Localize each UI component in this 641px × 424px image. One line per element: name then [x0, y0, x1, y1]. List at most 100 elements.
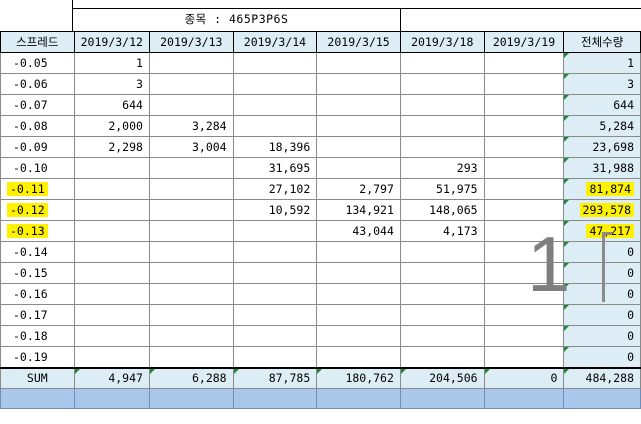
quantity-cell[interactable]: [148, 304, 234, 326]
quantity-cell[interactable]: [399, 346, 485, 368]
quantity-cell[interactable]: [399, 325, 485, 347]
quantity-cell[interactable]: 2,797: [316, 178, 401, 200]
sum-label[interactable]: SUM: [0, 366, 75, 389]
quantity-cell[interactable]: [399, 304, 485, 326]
quantity-cell[interactable]: [399, 136, 485, 158]
quantity-cell[interactable]: [399, 73, 485, 95]
quantity-cell[interactable]: [483, 136, 565, 158]
header-spread[interactable]: 스프레드: [0, 31, 75, 53]
sum-cell[interactable]: 6,288: [148, 366, 234, 389]
header-date-4[interactable]: 2019/3/15: [316, 31, 401, 53]
quantity-cell[interactable]: [148, 199, 234, 221]
quantity-cell[interactable]: [73, 304, 150, 326]
title-row-right-cell[interactable]: [401, 8, 641, 31]
quantity-cell[interactable]: [73, 199, 150, 221]
total-cell[interactable]: 3: [563, 73, 641, 95]
quantity-cell[interactable]: [483, 94, 565, 116]
blank-cell[interactable]: [399, 388, 485, 409]
quantity-cell[interactable]: 293: [399, 157, 485, 179]
quantity-cell[interactable]: [483, 73, 565, 95]
quantity-cell[interactable]: [483, 346, 565, 368]
quantity-cell[interactable]: [483, 325, 565, 347]
sum-cell[interactable]: 4,947: [73, 366, 150, 389]
sum-cell[interactable]: 0: [483, 366, 565, 389]
quantity-cell[interactable]: [316, 304, 401, 326]
quantity-cell[interactable]: [73, 178, 150, 200]
quantity-cell[interactable]: [73, 325, 150, 347]
sheet-title[interactable]: 종목 : 465P3P6S: [73, 8, 401, 31]
blank-cell[interactable]: [148, 388, 234, 409]
quantity-cell[interactable]: [316, 94, 401, 116]
quantity-cell[interactable]: [232, 325, 318, 347]
quantity-cell[interactable]: [232, 220, 318, 242]
blank-cell[interactable]: [0, 388, 75, 409]
total-cell[interactable]: 644: [563, 94, 641, 116]
quantity-cell[interactable]: 1: [73, 52, 150, 74]
quantity-cell[interactable]: [483, 178, 565, 200]
quantity-cell[interactable]: [483, 241, 565, 263]
header-date-2[interactable]: 2019/3/13: [148, 31, 234, 53]
quantity-cell[interactable]: [148, 178, 234, 200]
spread-cell[interactable]: -0.17: [0, 304, 75, 326]
spread-cell[interactable]: -0.14: [0, 241, 75, 263]
quantity-cell[interactable]: [316, 241, 401, 263]
quantity-cell[interactable]: 27,102: [232, 178, 318, 200]
quantity-cell[interactable]: [73, 283, 150, 305]
spread-cell[interactable]: -0.07: [0, 94, 75, 116]
sum-cell[interactable]: 180,762: [316, 366, 401, 389]
spread-cell[interactable]: -0.06: [0, 73, 75, 95]
quantity-cell[interactable]: [316, 52, 401, 74]
total-cell[interactable]: 0: [563, 346, 641, 368]
quantity-cell[interactable]: [148, 346, 234, 368]
total-cell[interactable]: 47,217: [563, 220, 641, 242]
blank-cell[interactable]: [73, 388, 150, 409]
spread-cell[interactable]: -0.09: [0, 136, 75, 158]
header-date-6[interactable]: 2019/3/19: [483, 31, 565, 53]
quantity-cell[interactable]: [399, 241, 485, 263]
spread-cell[interactable]: -0.16: [0, 283, 75, 305]
quantity-cell[interactable]: 51,975: [399, 178, 485, 200]
spread-cell[interactable]: -0.15: [0, 262, 75, 284]
quantity-cell[interactable]: [148, 283, 234, 305]
spread-cell[interactable]: -0.08: [0, 115, 75, 137]
spread-cell[interactable]: -0.13: [0, 220, 75, 242]
quantity-cell[interactable]: [399, 283, 485, 305]
header-date-5[interactable]: 2019/3/18: [399, 31, 485, 53]
quantity-cell[interactable]: [148, 73, 234, 95]
quantity-cell[interactable]: [73, 157, 150, 179]
spread-cell[interactable]: -0.10: [0, 157, 75, 179]
quantity-cell[interactable]: [316, 325, 401, 347]
spread-cell[interactable]: -0.11: [0, 178, 75, 200]
quantity-cell[interactable]: 148,065: [399, 199, 485, 221]
quantity-cell[interactable]: [316, 115, 401, 137]
quantity-cell[interactable]: [232, 283, 318, 305]
blank-cell[interactable]: [316, 388, 401, 409]
header-total[interactable]: 전체수량: [563, 31, 641, 53]
quantity-cell[interactable]: [232, 94, 318, 116]
blank-cell[interactable]: [563, 388, 641, 409]
sum-cell[interactable]: 87,785: [232, 366, 318, 389]
quantity-cell[interactable]: [316, 283, 401, 305]
quantity-cell[interactable]: [148, 325, 234, 347]
quantity-cell[interactable]: [148, 94, 234, 116]
title-row-left-cell[interactable]: [0, 0, 73, 31]
total-cell[interactable]: 293,578: [563, 199, 641, 221]
quantity-cell[interactable]: 3,004: [148, 136, 234, 158]
quantity-cell[interactable]: [232, 73, 318, 95]
quantity-cell[interactable]: 644: [73, 94, 150, 116]
quantity-cell[interactable]: 3,284: [148, 115, 234, 137]
spread-cell[interactable]: -0.18: [0, 325, 75, 347]
quantity-cell[interactable]: [232, 304, 318, 326]
quantity-cell[interactable]: [73, 346, 150, 368]
quantity-cell[interactable]: [483, 115, 565, 137]
quantity-cell[interactable]: [399, 115, 485, 137]
total-cell[interactable]: 0: [563, 262, 641, 284]
quantity-cell[interactable]: 2,298: [73, 136, 150, 158]
quantity-cell[interactable]: [399, 52, 485, 74]
quantity-cell[interactable]: [316, 136, 401, 158]
quantity-cell[interactable]: [73, 241, 150, 263]
quantity-cell[interactable]: [232, 241, 318, 263]
blank-cell[interactable]: [232, 388, 318, 409]
quantity-cell[interactable]: 2,000: [73, 115, 150, 137]
quantity-cell[interactable]: [148, 220, 234, 242]
